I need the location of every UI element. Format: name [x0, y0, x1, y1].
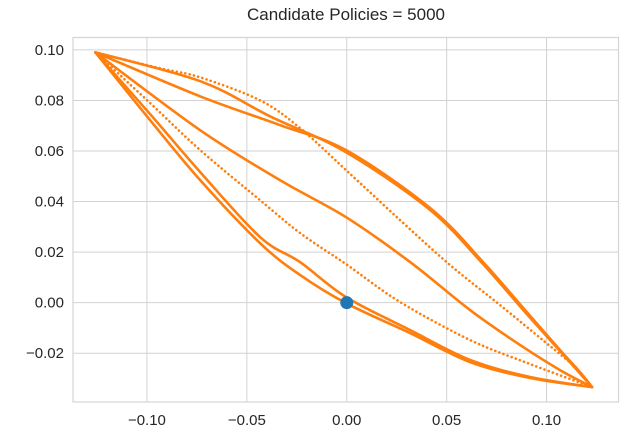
y-tick-label: 0.00 — [35, 295, 64, 312]
y-tick-label: 0.10 — [35, 42, 64, 59]
trajectory-1-curve — [94, 51, 594, 389]
axes-spines — [72, 36, 620, 403]
trajectory-1-upper-strand-curve — [94, 51, 594, 389]
x-tick-label: −0.10 — [128, 412, 166, 429]
start-state-marker — [340, 296, 354, 310]
trajectory-3-curve — [94, 51, 594, 389]
trajectory-5-upper-strand-curve — [94, 51, 594, 389]
chart-title: Candidate Policies = 5000 — [247, 5, 445, 24]
x-tick-label: 0.10 — [532, 412, 561, 429]
trajectory-5-curve — [94, 51, 594, 389]
y-tick-label: −0.02 — [26, 345, 64, 362]
x-tick-label: 0.05 — [432, 412, 461, 429]
trajectory-4-dotted-curve — [94, 51, 594, 389]
y-tick-label: 0.06 — [35, 143, 64, 160]
x-tick-label: 0.00 — [332, 412, 361, 429]
y-tick-label: 0.04 — [35, 194, 64, 211]
y-tick-label: 0.08 — [35, 92, 64, 109]
x-tick-label: −0.05 — [228, 412, 266, 429]
trajectory-2-dotted-curve — [94, 51, 594, 389]
y-tick-label: 0.02 — [35, 244, 64, 261]
